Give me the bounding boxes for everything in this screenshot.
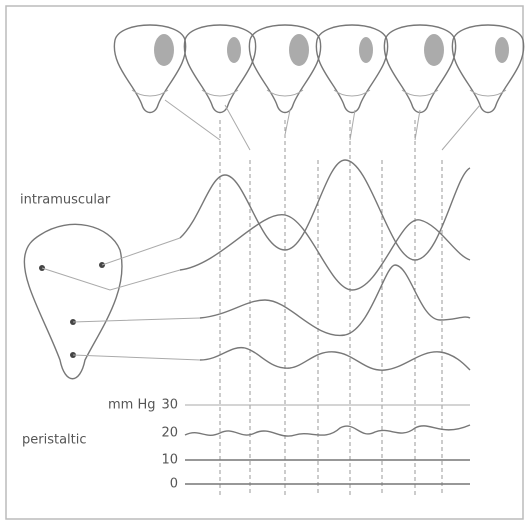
activity-spot	[289, 34, 309, 66]
pressure-tick-label: 20	[161, 426, 178, 441]
activity-spot	[424, 34, 444, 66]
pressure-tick-label: 30	[161, 398, 178, 413]
bladder-sequence	[113, 24, 525, 114]
traces	[179, 159, 471, 371]
pressure-tick-label: 10	[161, 453, 178, 468]
peristaltic-label: peristaltic	[22, 433, 87, 448]
pressure-lines	[184, 404, 471, 485]
pressure-ticks: 30 20 10 0	[161, 398, 178, 492]
pressure-tick-label: 0	[170, 477, 178, 492]
bladder-outline	[248, 24, 322, 114]
bladder-outline	[113, 24, 187, 114]
intramuscular-label: intramuscular	[20, 193, 111, 208]
activity-spot	[495, 37, 509, 63]
activity-spot	[359, 37, 373, 63]
activity-spot	[154, 34, 174, 66]
guide-lines	[164, 99, 481, 495]
pressure-unit: mm Hg	[108, 398, 156, 413]
frame	[5, 5, 524, 520]
bladder-outline	[183, 24, 257, 114]
bladder-outline	[451, 24, 525, 114]
bladder-outline	[383, 24, 457, 114]
left-bladder	[23, 223, 201, 380]
activity-spot	[227, 37, 241, 63]
bladder-outline	[315, 24, 389, 114]
